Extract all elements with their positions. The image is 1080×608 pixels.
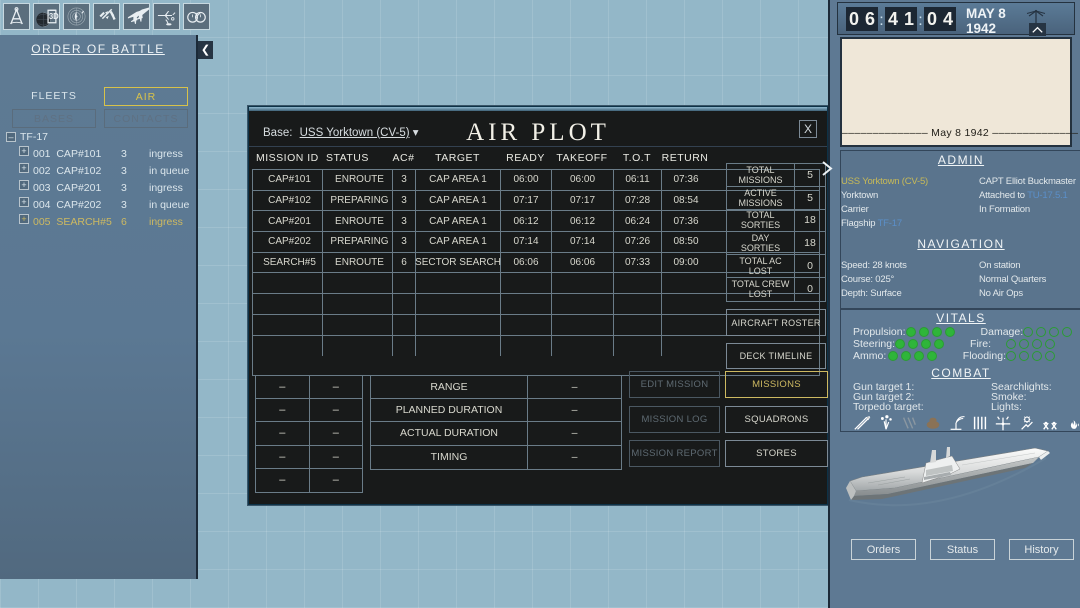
svg-text:3D: 3D [49,12,59,21]
